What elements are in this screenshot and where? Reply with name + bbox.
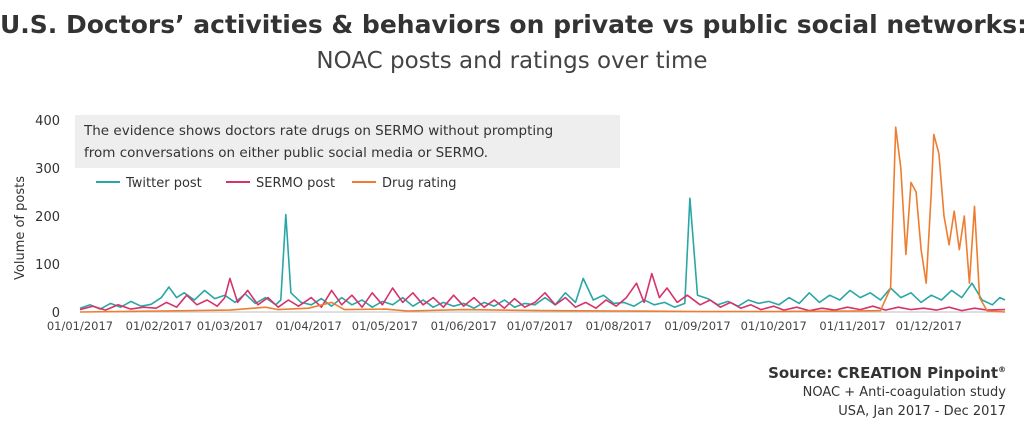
x-tick-label: 01/01/2017 <box>47 319 113 333</box>
x-tick-label: 01/08/2017 <box>586 319 652 333</box>
y-tick-label: 300 <box>35 162 60 177</box>
source-block: Source: CREATION Pinpoint® NOAC + Anti-c… <box>768 360 1006 421</box>
annotation-line-1: The evidence shows doctors rate drugs on… <box>83 123 553 139</box>
y-axis-title: Volume of posts <box>13 176 28 280</box>
x-tick-label: 01/09/2017 <box>664 319 730 333</box>
x-tick-label: 01/07/2017 <box>507 319 573 333</box>
legend-label: SERMO post <box>256 176 335 191</box>
legend-label: Twitter post <box>125 176 202 191</box>
y-tick-label: 100 <box>35 258 60 273</box>
x-tick-label: 01/02/2017 <box>126 319 192 333</box>
annotation-line-2: from conversations on either public soci… <box>84 145 488 161</box>
series-line-twitter-post <box>79 197 1006 310</box>
source-study: NOAC + Anti-coagulation study <box>802 385 1006 400</box>
legend-label: Drug rating <box>382 176 457 191</box>
chart-title: U.S. Doctors’ activities & behaviors on … <box>0 10 1024 39</box>
source-period: USA, Jan 2017 - Dec 2017 <box>838 404 1006 419</box>
y-axis: 0 100 200 300 400 Volume of posts <box>13 114 60 321</box>
x-tick-label: 01/03/2017 <box>197 319 263 333</box>
line-chart: The evidence shows doctors rate drugs on… <box>13 114 1006 333</box>
x-tick-label: 01/10/2017 <box>741 319 807 333</box>
registered-mark: ® <box>998 365 1006 374</box>
series-line-sermo-post <box>79 272 1006 312</box>
x-tick-label: 01/04/2017 <box>276 319 342 333</box>
y-tick-label: 400 <box>35 114 60 129</box>
x-axis: 01/01/2017 01/02/2017 01/03/2017 01/04/2017… <box>47 311 1005 333</box>
source-label: Source: CREATION Pinpoint <box>768 364 998 382</box>
x-tick-label: 01/06/2017 <box>431 319 497 333</box>
y-tick-label: 0 <box>52 306 60 321</box>
chart-subtitle: NOAC posts and ratings over time <box>316 48 708 74</box>
x-tick-label: 01/12/2017 <box>896 319 962 333</box>
x-tick-label: 01/11/2017 <box>819 319 885 333</box>
legend: Twitter post SERMO post Drug rating <box>96 176 457 191</box>
x-tick-label: 01/05/2017 <box>352 319 418 333</box>
series-line-drug-rating <box>79 126 1006 313</box>
series-layer <box>79 126 1006 313</box>
y-tick-label: 200 <box>35 210 60 225</box>
annotation-box <box>75 115 620 168</box>
